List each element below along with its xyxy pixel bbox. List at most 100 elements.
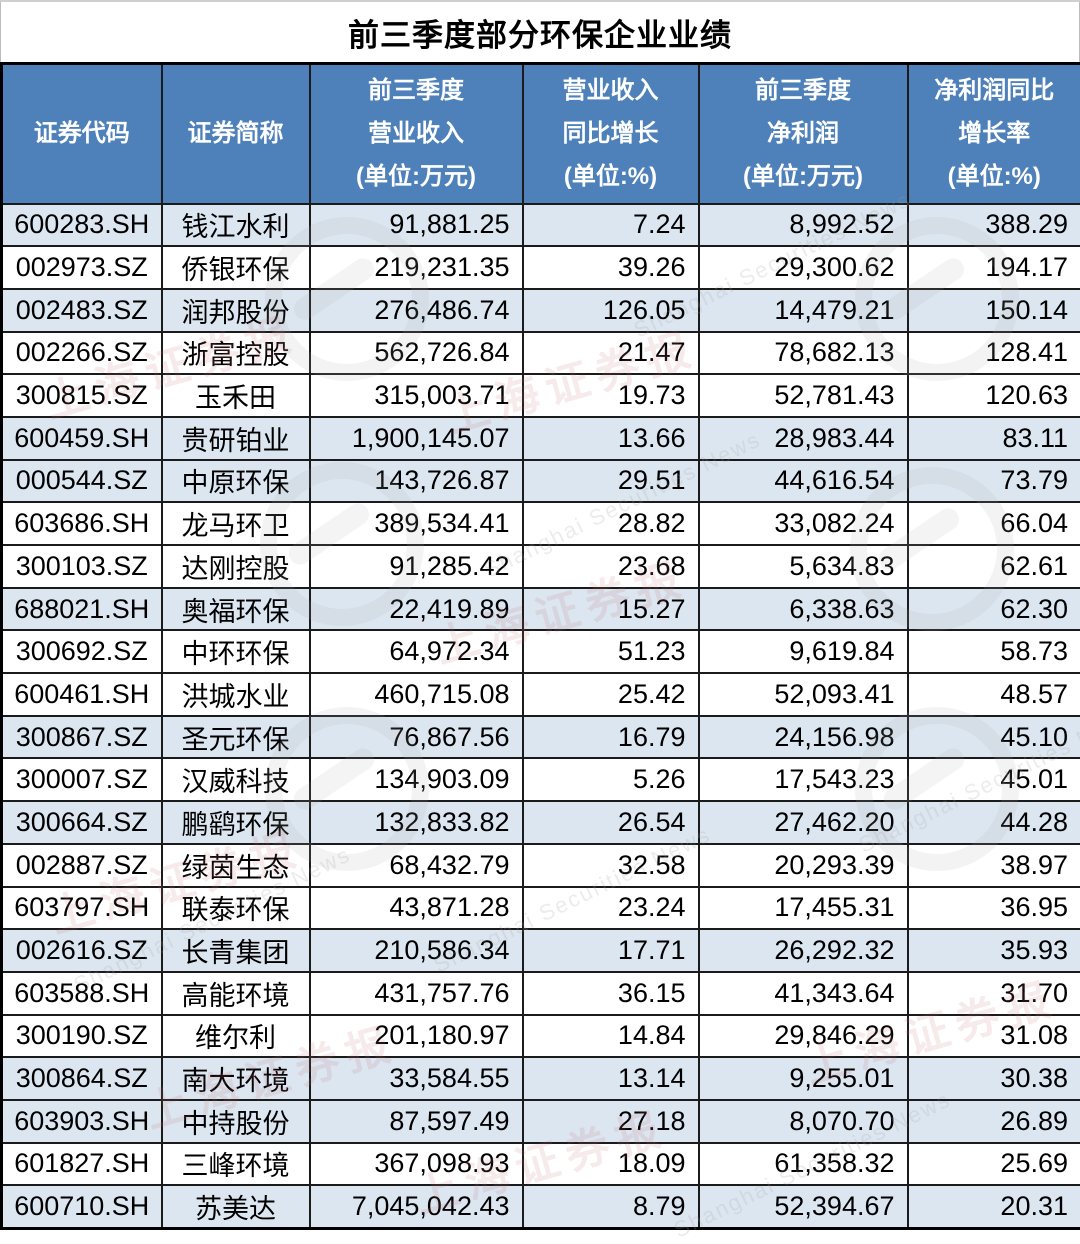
- cell-revenue: 210,586.34: [310, 929, 523, 972]
- cell-revenue: 43,871.28: [310, 887, 523, 930]
- cell-revenue: 91,881.25: [310, 204, 523, 247]
- column-header-profit-growth: 净利润同比增长率(单位:%): [908, 64, 1080, 204]
- cell-revenue-growth: 51.23: [523, 630, 699, 673]
- cell-revenue: 276,486.74: [310, 289, 523, 332]
- cell-revenue-growth: 21.47: [523, 332, 699, 375]
- cell-profit-growth: 150.14: [908, 289, 1080, 332]
- cell-name: 中原环保: [162, 460, 310, 503]
- column-header-line: 营业收入: [311, 112, 522, 155]
- cell-revenue-growth: 13.14: [523, 1057, 699, 1100]
- cell-revenue-growth: 19.73: [523, 374, 699, 417]
- cell-code: 300190.SZ: [2, 1015, 162, 1058]
- cell-profit: 41,343.64: [699, 972, 908, 1015]
- cell-profit: 61,358.32: [699, 1143, 908, 1186]
- cell-revenue-growth: 16.79: [523, 716, 699, 759]
- cell-revenue-growth: 27.18: [523, 1100, 699, 1143]
- cell-profit: 24,156.98: [699, 716, 908, 759]
- column-header-name: 证券简称: [162, 64, 310, 204]
- cell-revenue: 132,833.82: [310, 801, 523, 844]
- cell-revenue-growth: 17.71: [523, 929, 699, 972]
- cell-profit: 52,781.43: [699, 374, 908, 417]
- cell-profit-growth: 73.79: [908, 460, 1080, 503]
- column-header-line: 营业收入: [524, 69, 698, 112]
- cell-name: 苏美达: [162, 1185, 310, 1228]
- cell-profit-growth: 36.95: [908, 887, 1080, 930]
- cell-code: 300692.SZ: [2, 630, 162, 673]
- cell-profit: 33,082.24: [699, 502, 908, 545]
- cell-revenue-growth: 26.54: [523, 801, 699, 844]
- cell-name: 贵研铂业: [162, 417, 310, 460]
- cell-name: 侨银环保: [162, 246, 310, 289]
- cell-name: 三峰环境: [162, 1143, 310, 1186]
- cell-profit-growth: 45.10: [908, 716, 1080, 759]
- cell-revenue: 431,757.76: [310, 972, 523, 1015]
- cell-profit: 6,338.63: [699, 588, 908, 631]
- cell-profit-growth: 31.70: [908, 972, 1080, 1015]
- cell-profit-growth: 194.17: [908, 246, 1080, 289]
- cell-revenue-growth: 5.26: [523, 758, 699, 801]
- cell-name: 维尔利: [162, 1015, 310, 1058]
- cell-name: 中环环保: [162, 630, 310, 673]
- header-row: 证券代码证券简称前三季度营业收入(单位:万元)营业收入同比增长(单位:%)前三季…: [2, 64, 1080, 204]
- column-header-profit: 前三季度净利润(单位:万元): [699, 64, 908, 204]
- cell-revenue-growth: 25.42: [523, 673, 699, 716]
- cell-revenue-growth: 28.82: [523, 502, 699, 545]
- cell-code: 002973.SZ: [2, 246, 162, 289]
- cell-profit: 8,070.70: [699, 1100, 908, 1143]
- cell-profit-growth: 38.97: [908, 844, 1080, 887]
- cell-profit-growth: 20.31: [908, 1185, 1080, 1228]
- cell-revenue: 201,180.97: [310, 1015, 523, 1058]
- cell-revenue: 76,867.56: [310, 716, 523, 759]
- cell-profit: 52,093.41: [699, 673, 908, 716]
- cell-code: 300815.SZ: [2, 374, 162, 417]
- cell-name: 浙富控股: [162, 332, 310, 375]
- cell-revenue: 460,715.08: [310, 673, 523, 716]
- column-header-line: (单位:万元): [311, 155, 522, 198]
- cell-revenue: 91,285.42: [310, 545, 523, 588]
- cell-revenue: 87,597.49: [310, 1100, 523, 1143]
- cell-revenue: 367,098.93: [310, 1143, 523, 1186]
- cell-code: 600461.SH: [2, 673, 162, 716]
- column-header-line: 证券代码: [3, 112, 161, 155]
- cell-profit-growth: 31.08: [908, 1015, 1080, 1058]
- column-header-line: 证券简称: [163, 112, 309, 155]
- cell-revenue-growth: 23.68: [523, 545, 699, 588]
- cell-revenue: 134,903.09: [310, 758, 523, 801]
- cell-revenue-growth: 126.05: [523, 289, 699, 332]
- column-header-revenue-growth: 营业收入同比增长(单位:%): [523, 64, 699, 204]
- cell-revenue-growth: 36.15: [523, 972, 699, 1015]
- cell-profit-growth: 25.69: [908, 1143, 1080, 1186]
- cell-revenue-growth: 8.79: [523, 1185, 699, 1228]
- cell-code: 300103.SZ: [2, 545, 162, 588]
- cell-revenue-growth: 15.27: [523, 588, 699, 631]
- cell-profit-growth: 62.30: [908, 588, 1080, 631]
- cell-profit-growth: 83.11: [908, 417, 1080, 460]
- table-header: 证券代码证券简称前三季度营业收入(单位:万元)营业收入同比增长(单位:%)前三季…: [2, 64, 1080, 204]
- cell-name: 润邦股份: [162, 289, 310, 332]
- cell-revenue: 389,534.41: [310, 502, 523, 545]
- cell-code: 603903.SH: [2, 1100, 162, 1143]
- cell-profit-growth: 35.93: [908, 929, 1080, 972]
- cell-name: 高能环境: [162, 972, 310, 1015]
- column-header-line: (单位:%): [524, 155, 698, 198]
- cell-code: 601827.SH: [2, 1143, 162, 1186]
- cell-code: 002483.SZ: [2, 289, 162, 332]
- cell-code: 300007.SZ: [2, 758, 162, 801]
- cell-revenue: 219,231.35: [310, 246, 523, 289]
- cell-revenue: 315,003.71: [310, 374, 523, 417]
- cell-code: 603797.SH: [2, 887, 162, 930]
